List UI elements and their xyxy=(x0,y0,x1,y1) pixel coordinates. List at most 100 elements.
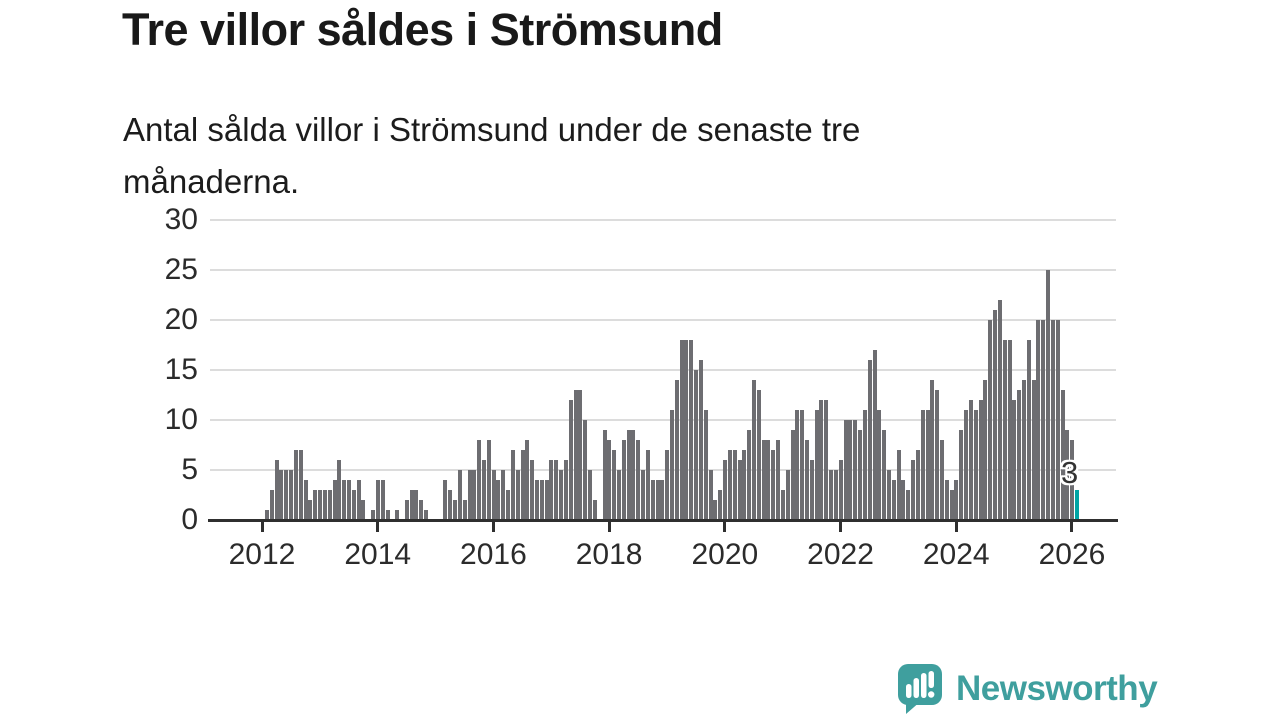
bar xyxy=(1002,340,1007,520)
bar xyxy=(563,460,568,520)
gridline xyxy=(210,419,1116,421)
bar xyxy=(1065,430,1070,520)
bar xyxy=(901,480,906,520)
bar xyxy=(665,450,670,520)
bar xyxy=(501,470,506,520)
bar xyxy=(448,490,453,520)
y-axis-tick-label: 30 xyxy=(164,203,198,236)
bar xyxy=(327,490,332,520)
bar xyxy=(568,400,573,520)
bar xyxy=(332,480,337,520)
x-axis-tick-label: 2016 xyxy=(460,538,527,571)
bar xyxy=(896,450,901,520)
bar xyxy=(713,500,718,520)
bar xyxy=(862,410,867,520)
bar xyxy=(641,470,646,520)
bar xyxy=(1070,440,1075,520)
bar xyxy=(573,390,578,520)
bar xyxy=(496,480,501,520)
bar xyxy=(756,390,761,520)
bar xyxy=(708,470,713,520)
bar xyxy=(790,430,795,520)
bar xyxy=(1017,390,1022,520)
x-axis-tick xyxy=(954,521,958,532)
bar xyxy=(515,470,520,520)
bar xyxy=(322,490,327,520)
bar xyxy=(983,380,988,520)
bar xyxy=(289,470,294,520)
bar xyxy=(925,410,930,520)
bar xyxy=(853,420,858,520)
bar xyxy=(477,440,482,520)
x-axis-tick xyxy=(839,521,843,532)
bar xyxy=(867,360,872,520)
x-axis-tick-label: 2012 xyxy=(228,538,296,571)
bar xyxy=(1055,320,1060,520)
bar xyxy=(621,440,626,520)
bar xyxy=(858,430,863,520)
bar xyxy=(539,480,544,520)
bar xyxy=(298,450,303,520)
bar xyxy=(877,410,882,520)
newsworthy-wordmark: Newsworthy xyxy=(956,669,1158,708)
bar xyxy=(279,470,284,520)
bar xyxy=(510,450,515,520)
bar xyxy=(308,500,313,520)
bar xyxy=(443,480,448,520)
bar xyxy=(771,450,776,520)
bar xyxy=(674,380,679,520)
bar xyxy=(313,490,318,520)
bar xyxy=(920,410,925,520)
x-axis-tick-label: 2022 xyxy=(807,538,874,571)
x-axis-tick-label: 2014 xyxy=(344,538,412,571)
bar xyxy=(848,420,853,520)
bar xyxy=(535,480,539,520)
y-axis-tick-label: 25 xyxy=(164,253,198,286)
bar xyxy=(737,460,742,520)
bar xyxy=(718,490,723,520)
bar xyxy=(809,460,814,520)
bar xyxy=(351,490,356,520)
bar xyxy=(269,490,274,520)
bar xyxy=(655,480,660,520)
bar xyxy=(973,410,978,520)
bar xyxy=(650,480,655,520)
bar xyxy=(1046,270,1051,520)
bar xyxy=(631,430,636,520)
bar xyxy=(293,450,298,520)
bar xyxy=(346,480,351,520)
x-axis-tick-label: 2020 xyxy=(691,538,759,571)
bar xyxy=(1060,390,1065,520)
bar xyxy=(906,490,911,520)
bar xyxy=(843,420,848,520)
bar xyxy=(1012,400,1017,520)
bar xyxy=(723,460,728,520)
gridline xyxy=(210,369,1116,371)
x-axis-tick xyxy=(376,521,380,532)
bar xyxy=(385,510,390,520)
bar xyxy=(356,480,361,520)
bar xyxy=(636,440,641,520)
bar xyxy=(727,450,732,520)
bar xyxy=(872,350,877,520)
chart-title: Tre villor såldes i Strömsund xyxy=(122,4,723,55)
bar xyxy=(886,470,891,520)
bar xyxy=(776,440,781,520)
bar xyxy=(520,450,525,520)
highlighted-bar xyxy=(1075,490,1079,520)
bar xyxy=(694,370,699,520)
gridline xyxy=(210,219,1116,221)
bar xyxy=(371,510,376,520)
bar xyxy=(732,450,737,520)
bar xyxy=(698,360,703,520)
bar xyxy=(342,480,347,520)
bar xyxy=(684,340,689,520)
bar xyxy=(592,500,597,520)
bar xyxy=(838,460,843,520)
bar xyxy=(583,420,588,520)
bar xyxy=(915,450,920,520)
bar xyxy=(414,490,419,520)
bar xyxy=(462,500,467,520)
bar xyxy=(829,470,834,520)
